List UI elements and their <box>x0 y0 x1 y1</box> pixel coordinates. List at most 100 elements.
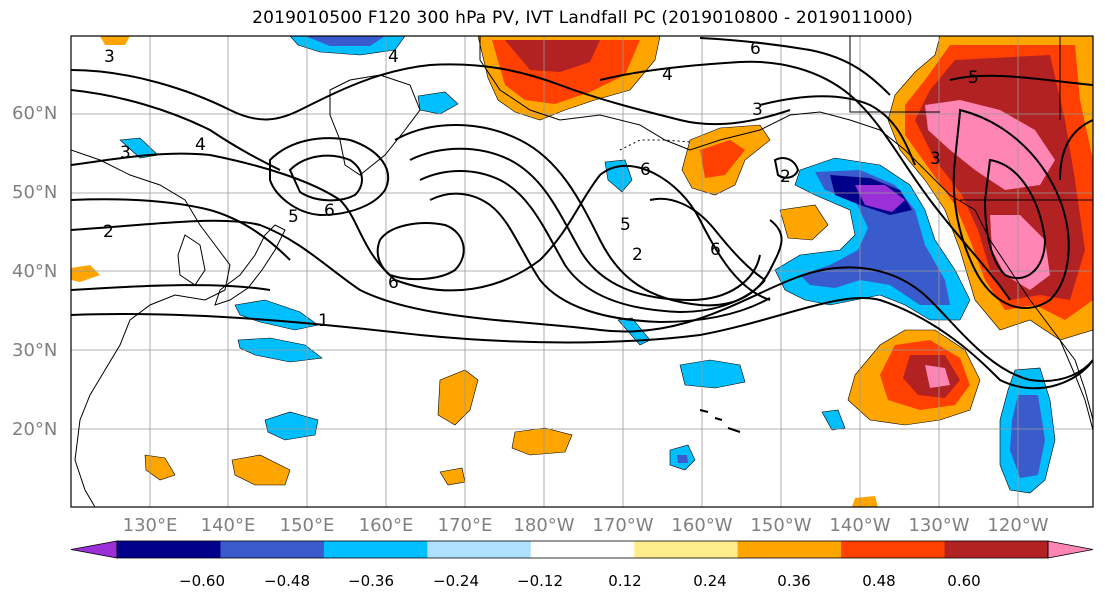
pv-contours <box>71 37 1093 390</box>
warm-blob-subtropical-east-pink <box>925 365 950 388</box>
lon-label: 130°E <box>122 515 178 536</box>
pv-contour-12 <box>429 192 771 324</box>
lon-label: 160°W <box>671 515 733 536</box>
colorbar-segment <box>323 541 428 558</box>
cool-blob-155w-south <box>679 359 746 389</box>
coast-japan <box>214 224 286 306</box>
colorbar-tick-label: −0.24 <box>433 572 479 590</box>
pv-contour-19 <box>952 108 1070 310</box>
colorbar-segment <box>737 541 842 558</box>
warm-blob-bering-core <box>700 140 745 178</box>
pv-contour-23 <box>71 284 271 291</box>
warm-blob-gulf-alaska-north-inner <box>505 40 600 72</box>
pv-contour-16 <box>759 95 916 166</box>
warm-blob-130e <box>144 454 176 481</box>
coast-alaska <box>479 36 1093 421</box>
coastlines <box>71 36 1093 507</box>
border-yukon <box>849 36 940 113</box>
map-frame <box>70 35 1094 508</box>
lon-label: 130°W <box>908 515 970 536</box>
colorbar-segment <box>634 541 739 558</box>
contour-label: 2 <box>103 222 114 242</box>
pv-contour-14 <box>599 60 1011 301</box>
contour-label: 6 <box>388 273 399 293</box>
contour-label: 6 <box>750 39 761 59</box>
lat-label: 40°N <box>12 261 58 282</box>
cool-blob-north-150e-inner <box>305 36 385 46</box>
pv-contour-1 <box>71 297 1093 390</box>
pv-contour-21 <box>1059 119 1093 181</box>
colorbar-tick-label: −0.36 <box>348 572 394 590</box>
contour-label: 6 <box>640 160 651 180</box>
colorbar-segment <box>841 541 946 558</box>
lat-label: 50°N <box>12 182 58 203</box>
contour-label: 4 <box>388 47 399 67</box>
warm-blob-west-coast-pink <box>925 100 1055 190</box>
pv-contour-3 <box>71 152 771 301</box>
colorbar-segment <box>944 541 1049 558</box>
colorbar-tick-label: 0.60 <box>947 572 981 590</box>
warm-blob-south-east <box>852 496 878 507</box>
pv-contour-9 <box>394 124 783 307</box>
colorbar-segment <box>117 541 221 558</box>
lon-label: 160°E <box>358 515 414 536</box>
colorbar-tick-label: 0.48 <box>862 572 896 590</box>
cool-blob-east-southern-inner <box>1010 395 1045 478</box>
colorbar-under-arrow <box>70 540 118 559</box>
pv-contour-22 <box>71 198 291 261</box>
pv-contour-2 <box>71 219 1093 382</box>
pv-contour-18 <box>949 74 1093 86</box>
cool-blob-165e-north <box>417 91 459 115</box>
cool-blob-145e-south <box>264 411 319 441</box>
colorbar-tick-label: 0.36 <box>777 572 811 590</box>
contour-label: 5 <box>288 207 299 227</box>
pv-contour-15 <box>699 37 891 96</box>
colorbar-frame <box>116 540 1049 559</box>
lon-label: 180°W <box>513 515 575 536</box>
graticule <box>71 36 1093 507</box>
contour-label: 3 <box>120 143 131 163</box>
contour-label: 5 <box>620 215 631 235</box>
pv-contour-10 <box>409 147 761 302</box>
pv-contour-6 <box>269 137 390 217</box>
lon-label: 120°W <box>987 515 1049 536</box>
pv-contour-8 <box>376 222 465 281</box>
colorbar-segment <box>220 541 325 558</box>
contour-label: 6 <box>710 240 721 260</box>
contour-label: 4 <box>662 65 673 85</box>
colorbar-tick-label: −0.60 <box>179 572 225 590</box>
pv-contour-7 <box>288 154 363 202</box>
lon-label: 140°E <box>200 515 256 536</box>
contour-label: 1 <box>318 311 329 331</box>
contour-label: 2 <box>632 245 643 265</box>
colorbar <box>70 540 1094 559</box>
lon-label: 150°E <box>279 515 335 536</box>
coast-kamchatka <box>329 74 421 176</box>
pv-contour-5 <box>71 63 791 126</box>
colorbar-tick-label: 0.24 <box>693 572 727 590</box>
contour-labels: 3 4 6 4 5 3 6 5 6 4 3 2 5 2 6 2 6 1 3 <box>103 39 979 331</box>
colorbar-tick-label: −0.48 <box>264 572 310 590</box>
colorbar-tick-label: 0.12 <box>608 572 642 590</box>
colorbar-segment <box>427 541 532 558</box>
contour-label: 2 <box>780 167 791 187</box>
map-title: 2019010500 F120 300 hPa PV, IVT Landfall… <box>252 8 913 28</box>
contour-label: 3 <box>930 149 941 169</box>
lon-label: 140°W <box>829 515 891 536</box>
contour-label: 6 <box>324 201 335 221</box>
ivt-positive-shading <box>71 36 1093 507</box>
coast-east-asia <box>71 149 231 507</box>
warm-blob-east-asia-edge <box>71 265 100 282</box>
pv-contour-4 <box>71 89 281 171</box>
warm-blob-145e <box>231 454 291 486</box>
cool-blob-pacific-purple <box>855 185 905 212</box>
pv-contour-11 <box>419 170 766 314</box>
colorbar-tick-label: −0.12 <box>517 572 563 590</box>
lon-label: 150°W <box>750 515 812 536</box>
map-area: 3 4 6 4 5 3 6 5 6 4 3 2 5 2 6 2 6 1 3 <box>71 36 1093 507</box>
colorbar-segment <box>530 541 635 558</box>
coast-aleutians <box>619 139 691 151</box>
warm-blob-north-west <box>100 36 130 45</box>
contour-label: 3 <box>104 47 115 67</box>
